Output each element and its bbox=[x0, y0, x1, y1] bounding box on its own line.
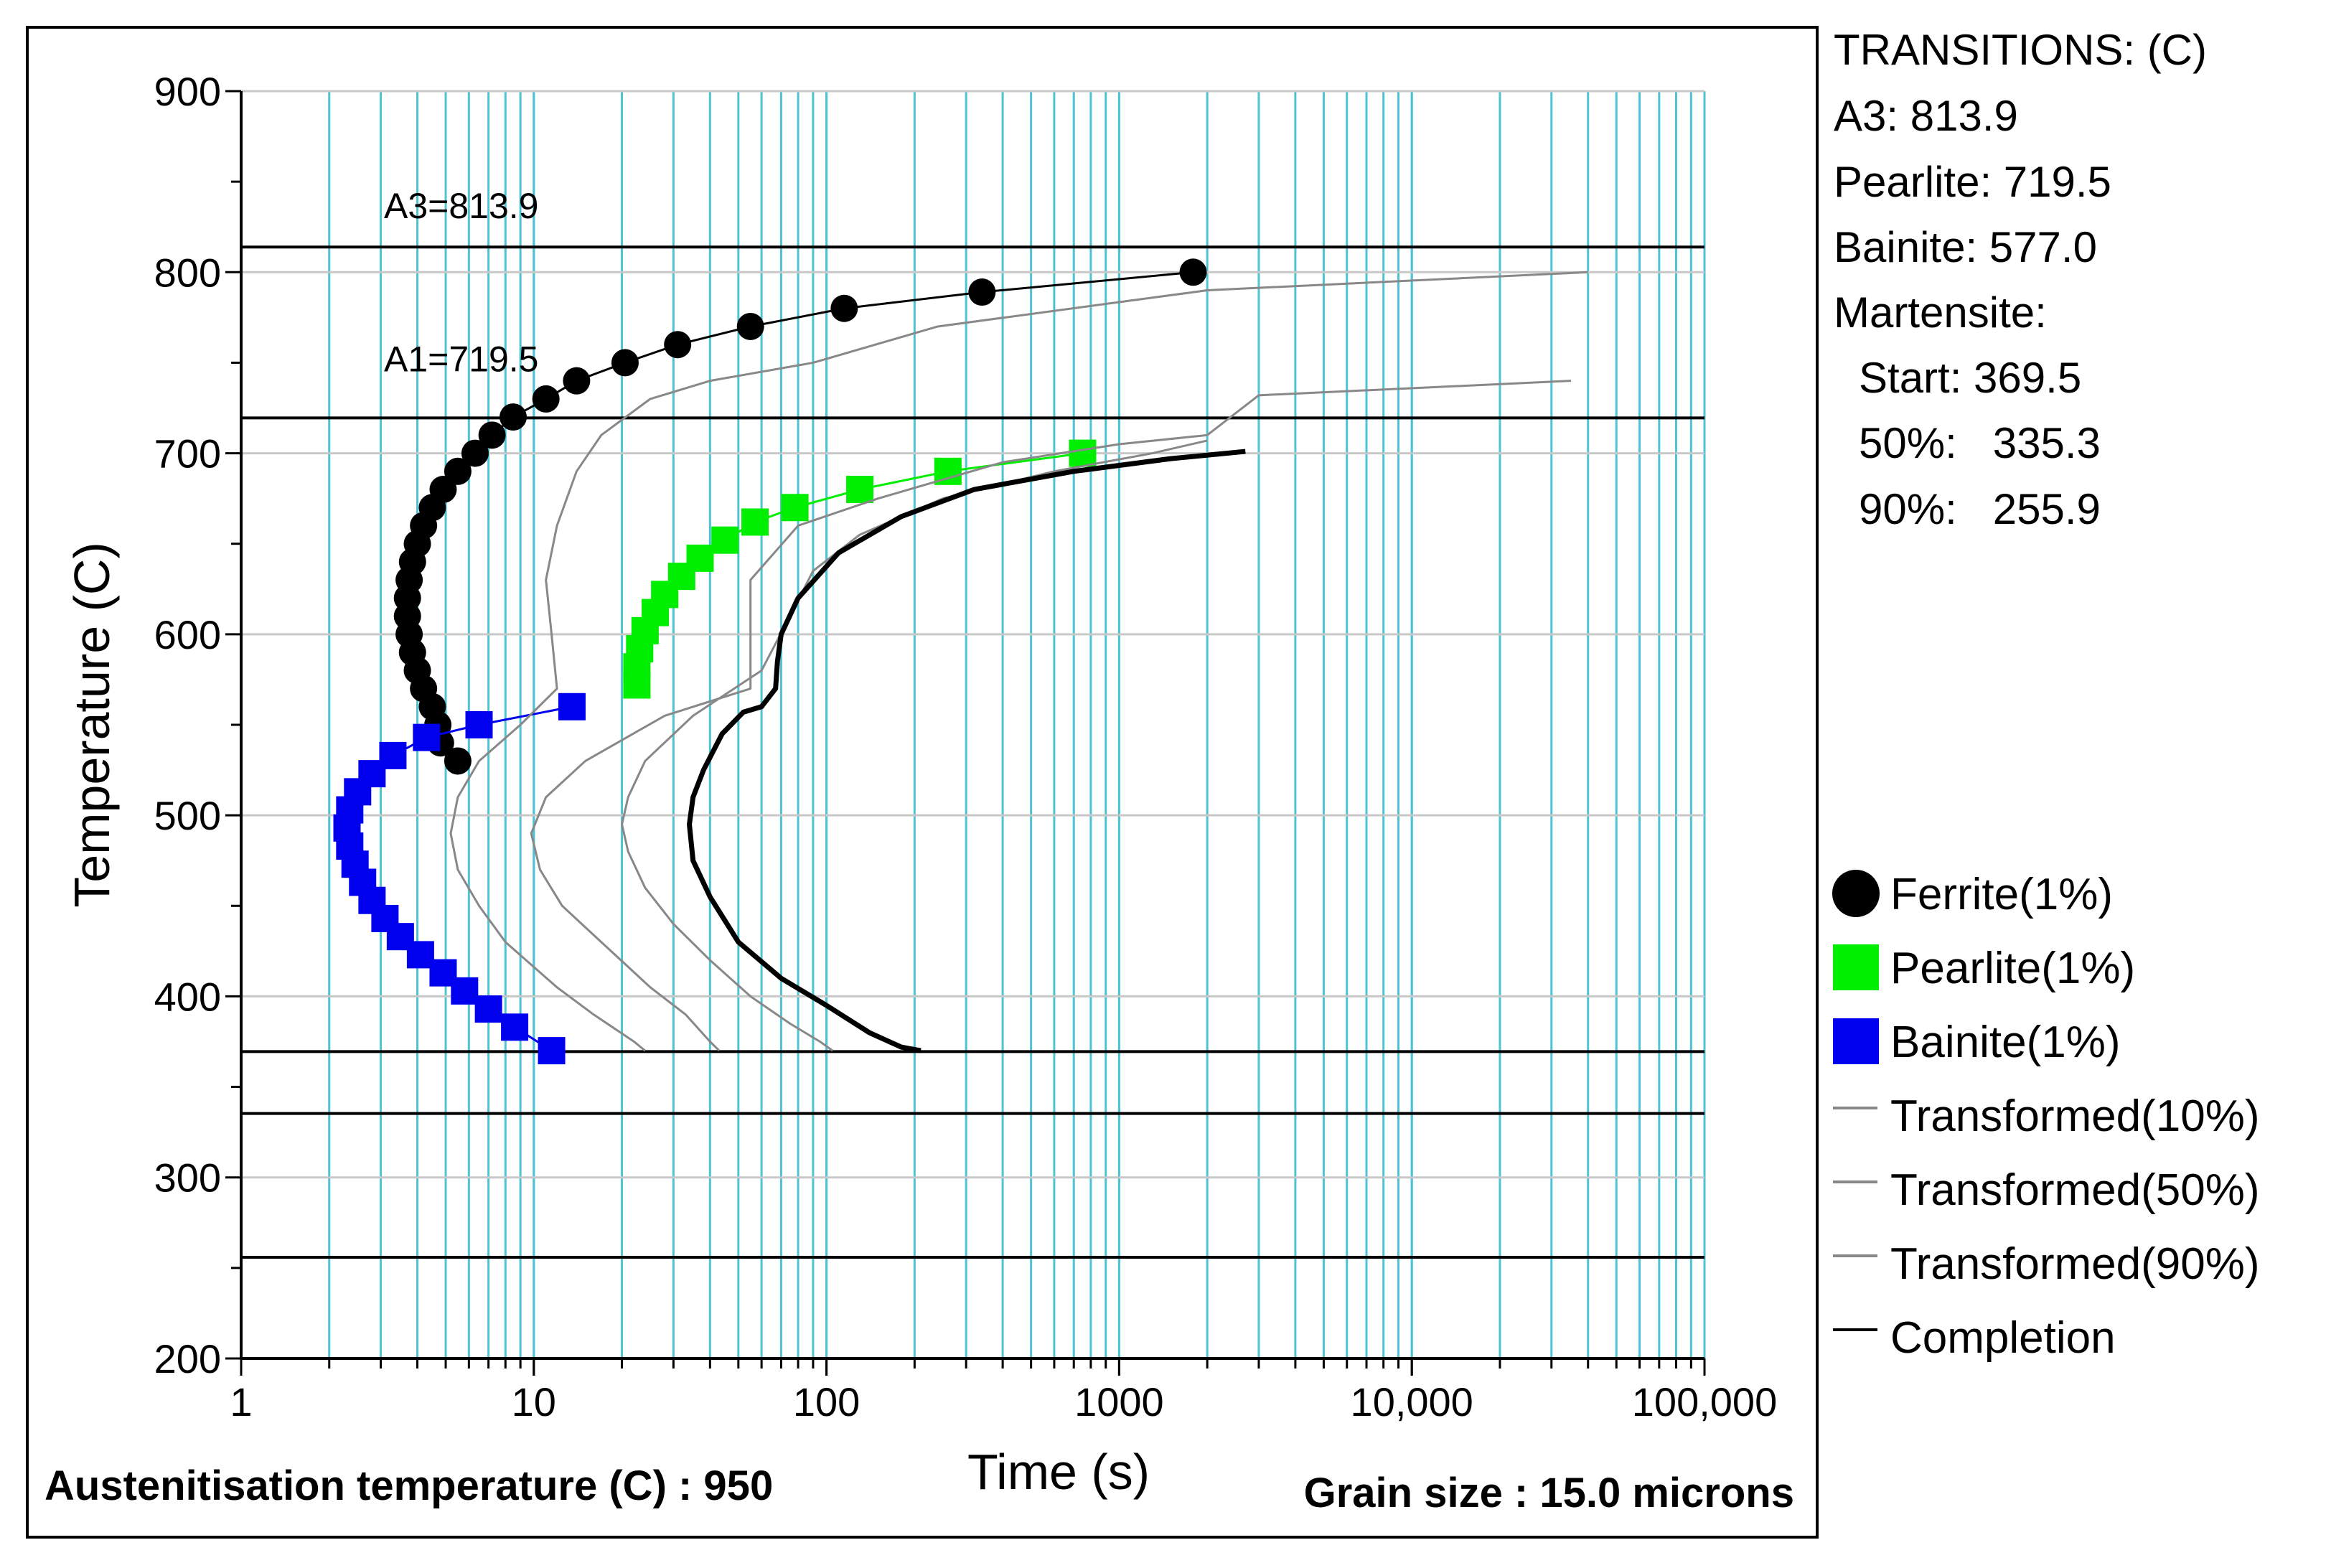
x-tick-label: 10,000 bbox=[1351, 1379, 1473, 1424]
point-ferrite-1 bbox=[563, 367, 591, 395]
legend-label-transformed-50: Transformed(50%) bbox=[1890, 1165, 2260, 1215]
point-ferrite-1 bbox=[500, 403, 527, 431]
point-ferrite-1 bbox=[664, 331, 692, 359]
point-bainite-1 bbox=[413, 723, 441, 751]
point-ferrite-1 bbox=[444, 457, 472, 485]
point-pearlite-1 bbox=[1069, 439, 1097, 467]
legend-label-ferrite-1: Ferrite(1%) bbox=[1890, 870, 2113, 919]
x-tick-label: 1 bbox=[230, 1379, 252, 1424]
series-line-transformed-10 bbox=[449, 271, 1588, 1052]
point-bainite-1 bbox=[501, 1013, 529, 1041]
x-tick-label: 100 bbox=[793, 1379, 860, 1424]
point-bainite-1 bbox=[474, 995, 502, 1023]
a3-annotation: A3=813.9 bbox=[384, 186, 538, 226]
data-series bbox=[333, 258, 1588, 1065]
y-tick-label: 500 bbox=[154, 793, 221, 838]
legend-marker-pearlite-1 bbox=[1833, 944, 1879, 990]
austenitisation-label: Austenitisation temperature (C) : 950 bbox=[44, 1463, 773, 1509]
legend-label-bainite-1: Bainite(1%) bbox=[1890, 1018, 2120, 1067]
y-tick-label: 800 bbox=[154, 250, 221, 295]
y-tick-label: 300 bbox=[154, 1155, 221, 1201]
point-pearlite-1 bbox=[711, 526, 739, 554]
transitions-title: TRANSITIONS: (C) bbox=[1834, 26, 2207, 74]
point-pearlite-1 bbox=[781, 494, 809, 522]
transitions-panel: TRANSITIONS: (C) A3: 813.9 Pearlite: 719… bbox=[1834, 26, 2207, 533]
point-ferrite-1 bbox=[444, 747, 472, 775]
grain-size-label: Grain size : 15.0 microns bbox=[1304, 1470, 1794, 1516]
legend-label-transformed-10: Transformed(10%) bbox=[1890, 1092, 2260, 1141]
x-tick-label: 1000 bbox=[1074, 1379, 1164, 1424]
x-tick-label: 100,000 bbox=[1632, 1379, 1777, 1424]
legend-marker-ferrite-1 bbox=[1832, 870, 1880, 917]
point-bainite-1 bbox=[465, 711, 493, 738]
y-axis-label: Temperature (C) bbox=[64, 542, 120, 908]
point-pearlite-1 bbox=[741, 508, 769, 536]
point-ferrite-1 bbox=[532, 385, 560, 413]
point-ferrite-1 bbox=[611, 349, 639, 377]
point-bainite-1 bbox=[451, 977, 479, 1005]
point-ferrite-1 bbox=[478, 421, 506, 449]
y-tick-label: 600 bbox=[154, 612, 221, 657]
point-pearlite-1 bbox=[846, 476, 874, 504]
point-ferrite-1 bbox=[968, 278, 996, 306]
point-pearlite-1 bbox=[623, 671, 651, 699]
point-bainite-1 bbox=[558, 693, 586, 720]
legend-label-completion: Completion bbox=[1890, 1313, 2116, 1363]
transitions-ms-90: 90%: 255.9 bbox=[1859, 485, 2101, 533]
transitions-pearlite: Pearlite: 719.5 bbox=[1834, 158, 2111, 206]
y-tick-label: 400 bbox=[154, 974, 221, 1019]
x-tick-label: 10 bbox=[512, 1379, 556, 1424]
y-tick-label: 900 bbox=[154, 69, 221, 114]
a1-annotation: A1=719.5 bbox=[384, 339, 538, 379]
point-ferrite-1 bbox=[461, 439, 489, 467]
point-ferrite-1 bbox=[830, 294, 858, 322]
legend-label-pearlite-1: Pearlite(1%) bbox=[1890, 944, 2135, 993]
transitions-a3: A3: 813.9 bbox=[1834, 92, 2018, 140]
x-axis-label: Time (s) bbox=[967, 1444, 1150, 1500]
transitions-bainite: Bainite: 577.0 bbox=[1834, 223, 2097, 271]
series-line-completion bbox=[687, 449, 1246, 1053]
transitions-ms-start: Start: 369.5 bbox=[1859, 354, 2081, 402]
legend-label-transformed-90: Transformed(90%) bbox=[1890, 1239, 2260, 1289]
transition-lines: A3=813.9 A1=719.5 bbox=[241, 186, 1704, 1259]
point-bainite-1 bbox=[538, 1037, 566, 1065]
transitions-ms-50: 50%: 335.3 bbox=[1859, 419, 2101, 467]
point-ferrite-1 bbox=[1179, 258, 1207, 286]
y-tick-label: 200 bbox=[154, 1336, 221, 1381]
y-tick-label: 700 bbox=[154, 431, 221, 476]
legend-marker-bainite-1 bbox=[1833, 1018, 1879, 1064]
chart-frame bbox=[26, 26, 1819, 1539]
legend: Ferrite(1%) Pearlite(1%) Bainite(1%) Transf… bbox=[1832, 870, 2260, 1363]
series-line-transformed-50 bbox=[530, 380, 1572, 1052]
vertical-grid bbox=[240, 91, 1706, 1358]
point-ferrite-1 bbox=[736, 312, 764, 340]
transitions-martensite: Martensite: bbox=[1834, 288, 2047, 337]
